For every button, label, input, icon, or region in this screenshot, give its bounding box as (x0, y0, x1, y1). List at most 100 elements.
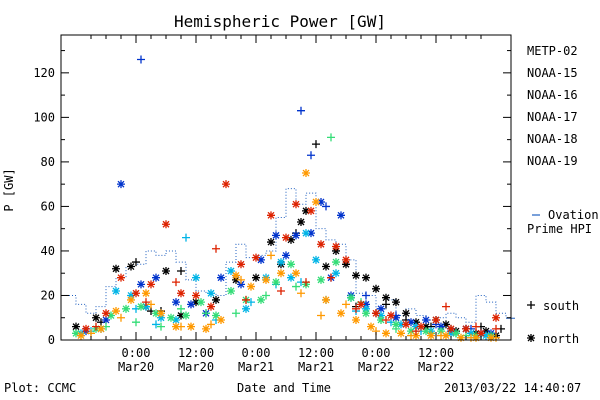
north-point (102, 309, 110, 318)
south-point (312, 140, 320, 149)
north-point (232, 271, 240, 280)
north-point (252, 253, 260, 262)
south-point (92, 322, 100, 331)
north-point (407, 318, 415, 327)
north-point (412, 318, 420, 327)
north-point (257, 255, 265, 264)
north-point (117, 273, 125, 282)
north-point (322, 262, 330, 271)
north-point (257, 295, 265, 304)
north-point (152, 309, 160, 318)
north-point (412, 331, 420, 340)
data-markers (72, 55, 505, 342)
north-point (417, 322, 425, 331)
south-point (297, 106, 305, 115)
north-point (377, 315, 385, 324)
north-point (307, 229, 315, 238)
north-point (177, 289, 185, 298)
south-point (157, 322, 165, 331)
north-point (437, 322, 445, 331)
north-point (177, 311, 185, 320)
north-point (317, 275, 325, 284)
south-point (237, 275, 245, 284)
y-axis-label: P [GW] (2, 168, 16, 211)
series-noaa-19 (82, 180, 500, 338)
x-tick-date-label: Mar20 (178, 360, 214, 374)
north-point (397, 320, 405, 329)
north-point (362, 273, 370, 282)
north-point (172, 315, 180, 324)
south-point (132, 318, 140, 327)
north-point (247, 282, 255, 291)
south-point (202, 309, 210, 318)
north-point (467, 329, 475, 338)
north-point (72, 322, 80, 331)
north-point (347, 293, 355, 302)
legend-entry: METP-02 (527, 44, 578, 58)
north-point (377, 311, 385, 320)
y-tick-label: 60 (41, 199, 55, 213)
north-point (112, 287, 120, 296)
north-point (252, 273, 260, 282)
south-point (142, 298, 150, 307)
north-point (437, 327, 445, 336)
north-point (362, 300, 370, 309)
north-point (337, 211, 345, 220)
north-point (127, 262, 135, 271)
x-tick-date-label: Mar22 (418, 360, 454, 374)
north-point (287, 260, 295, 269)
south-symbol (527, 301, 535, 309)
north-point (297, 218, 305, 227)
south-point (472, 322, 480, 331)
north-point (292, 200, 300, 209)
south-point (262, 291, 270, 300)
south-point (442, 302, 450, 311)
north-point (217, 273, 225, 282)
north-point (112, 264, 120, 273)
south-point (172, 278, 180, 287)
north-point (207, 302, 215, 311)
north-point (392, 298, 400, 307)
north-point (267, 211, 275, 220)
north-point (422, 322, 430, 331)
north-point (442, 331, 450, 340)
x-axis-label: Date and Time (237, 381, 331, 395)
north-point (92, 313, 100, 322)
north-point (147, 280, 155, 289)
north-point (332, 269, 340, 278)
legend: METP-02 NOAA-15 NOAA-16 NOAA-17 NOAA-18 NOAA-… (527, 44, 599, 346)
x-tick-time-label: 12:00 (298, 346, 334, 360)
y-tick-label: 0 (48, 333, 55, 347)
north-point (332, 242, 340, 251)
north-point (302, 229, 310, 238)
north-point (132, 289, 140, 298)
north-point (202, 324, 210, 333)
north-point (482, 331, 490, 340)
hpi-legend-label: Ovation (548, 208, 599, 222)
x-tick-date-label: Mar22 (358, 360, 394, 374)
north-point (97, 324, 105, 333)
north-point (187, 322, 195, 331)
north-point (332, 258, 340, 267)
north-point (127, 295, 135, 304)
north-point (187, 300, 195, 309)
north-point (102, 315, 110, 324)
x-tick-time-label: 12:00 (418, 346, 454, 360)
north-point (212, 295, 220, 304)
south-point (132, 258, 140, 267)
north-point (237, 280, 245, 289)
north-point (357, 300, 365, 309)
north-point (447, 329, 455, 338)
south-point (307, 151, 315, 160)
north-point (182, 311, 190, 320)
north-point (197, 298, 205, 307)
north-point (137, 302, 145, 311)
north-point (277, 258, 285, 267)
north-point (302, 206, 310, 215)
north-point (117, 180, 125, 189)
north-point (192, 298, 200, 307)
axes: 0204060801001200:00Mar2012:00Mar200:00Ma… (33, 34, 512, 374)
north-point (237, 260, 245, 269)
north-point (242, 304, 250, 313)
north-point (382, 329, 390, 338)
